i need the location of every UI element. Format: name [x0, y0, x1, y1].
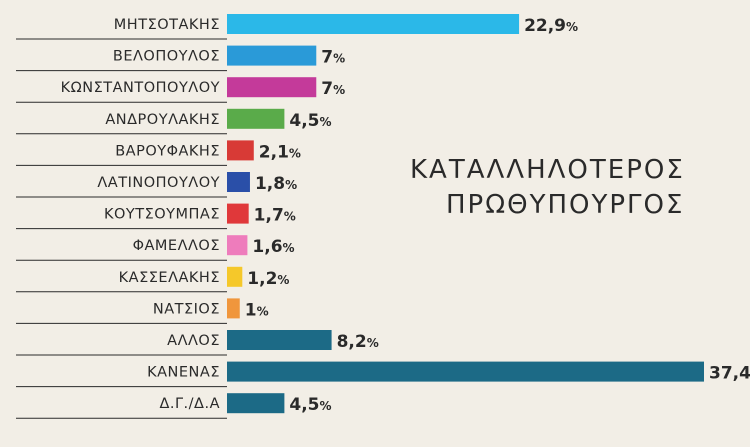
value-unit: %	[289, 146, 301, 160]
bar	[227, 393, 285, 414]
value-number: 1,8	[255, 174, 285, 194]
category-label: ΑΛΛΟΣ	[167, 333, 220, 349]
chart-title-line-1: ΚΑΤΑΛΛΗΛΟΤΕΡΟΣ	[410, 155, 685, 185]
chart-rows: ΜΗΤΣΟΤΑΚΗΣ 22,9% ΒΕΛΟΠΟΥΛΟΣ 7% ΚΩΝΣΤΑΝΤΟΠΟΥΛ…	[16, 14, 750, 419]
value-label: 1,7%	[254, 206, 296, 226]
value-number: 1,2	[247, 269, 277, 289]
value-number: 37,4	[709, 364, 750, 384]
bar	[227, 361, 704, 382]
value-label: 4,5%	[289, 111, 331, 131]
value-label: 37,4%	[709, 364, 750, 384]
category-label: ΚΑΝΕΝΑΣ	[147, 365, 220, 381]
category-label: ΚΩΝΣΤΑΝΤΟΠΟΥΛΟΥ	[61, 80, 220, 96]
value-number: 7	[321, 48, 333, 68]
category-label: ΚΑΣΣΕΛΑΚΗΣ	[119, 270, 220, 286]
value-label: 2,1%	[259, 142, 301, 162]
bar	[227, 235, 248, 256]
value-number: 1	[245, 300, 257, 320]
value-unit: %	[320, 115, 332, 129]
value-label: 1,8%	[255, 174, 297, 194]
bar	[227, 203, 249, 224]
value-label: 1,2%	[247, 269, 289, 289]
value-label: 22,9%	[524, 16, 578, 36]
value-label: 4,5%	[289, 395, 331, 415]
value-unit: %	[285, 178, 297, 192]
value-number: 1,6	[252, 237, 282, 257]
bar	[227, 77, 317, 98]
value-label: 8,2%	[337, 332, 379, 352]
value-unit: %	[367, 336, 379, 350]
value-number: 7	[321, 79, 333, 99]
value-unit: %	[257, 304, 269, 318]
category-label: ΜΗΤΣΟΤΑΚΗΣ	[114, 17, 220, 33]
bar	[227, 298, 240, 319]
value-unit: %	[333, 52, 345, 66]
value-number: 8,2	[337, 332, 367, 352]
value-label: 7%	[321, 79, 345, 99]
bar	[227, 108, 285, 129]
chart-title: ΚΑΤΑΛΛΗΛΟΤΕΡΟΣ ΠΡΩΘΥΠΟΥΡΓΟΣ	[410, 155, 685, 220]
value-number: 2,1	[259, 142, 289, 162]
bar	[227, 45, 317, 66]
chart-title-line-2: ΠΡΩΘΥΠΟΥΡΓΟΣ	[446, 190, 684, 220]
category-label: ΒΕΛΟΠΟΥΛΟΣ	[113, 49, 220, 65]
value-unit: %	[283, 241, 295, 255]
category-label: ΑΝΔΡΟΥΛΑΚΗΣ	[105, 112, 220, 128]
bar	[227, 172, 250, 192]
value-unit: %	[320, 399, 332, 413]
value-unit: %	[277, 273, 289, 287]
bar	[227, 266, 243, 287]
category-label: ΒΑΡΟΥΦΑΚΗΣ	[115, 143, 220, 159]
value-number: 1,7	[254, 206, 284, 226]
bar	[227, 330, 332, 350]
category-label: Δ.Γ./Δ.Α	[159, 396, 220, 412]
value-number: 22,9	[524, 16, 566, 36]
value-number: 4,5	[289, 395, 319, 415]
value-number: 4,5	[289, 111, 319, 131]
value-label: 1,6%	[252, 237, 294, 257]
value-unit: %	[284, 210, 296, 224]
value-unit: %	[333, 83, 345, 97]
bar	[227, 14, 520, 34]
value-label: 1%	[245, 300, 269, 320]
category-label: ΦΑΜΕΛΛΟΣ	[133, 238, 220, 254]
category-label: ΚΟΥΤΣΟΥΜΠΑΣ	[104, 207, 220, 223]
category-label: ΝΑΤΣΙΟΣ	[153, 301, 220, 317]
value-label: 7%	[321, 48, 345, 68]
bar	[227, 140, 254, 161]
value-unit: %	[566, 20, 578, 34]
category-label: ΛΑΤΙΝΟΠΟΥΛΟΥ	[97, 175, 220, 191]
